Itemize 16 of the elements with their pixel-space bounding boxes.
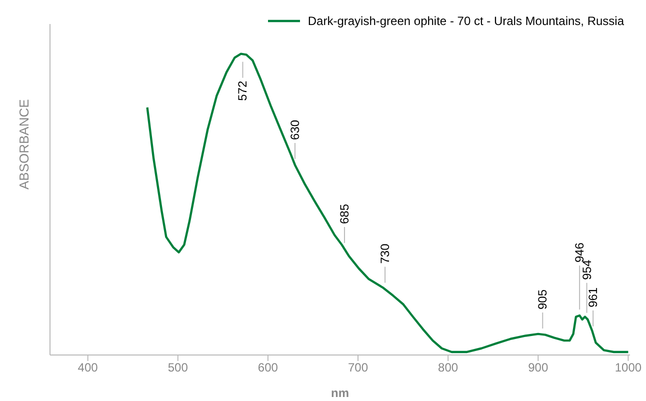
legend-label: Dark-grayish-green ophite - 70 ct - Urals Mountains, Russia: [308, 14, 624, 28]
x-axis-title: nm: [331, 386, 349, 400]
x-tick-label: 900: [528, 360, 548, 375]
x-tick-label: 400: [78, 360, 98, 375]
annotation: 630: [288, 120, 302, 140]
x-tick-label: 800: [438, 360, 458, 375]
annotation: 685: [338, 204, 352, 224]
y-axis-title: ABSORBANCE: [16, 98, 32, 190]
x-tick-label: 500: [168, 360, 188, 375]
annotation: 961: [586, 287, 600, 308]
annotation: 730: [378, 243, 392, 264]
x-tick-label: 700: [348, 360, 368, 375]
x-tick-label: 1000: [614, 360, 642, 375]
annotation: 905: [536, 289, 550, 310]
annotation: 572: [236, 80, 250, 101]
x-tick-label: 600: [258, 360, 278, 375]
